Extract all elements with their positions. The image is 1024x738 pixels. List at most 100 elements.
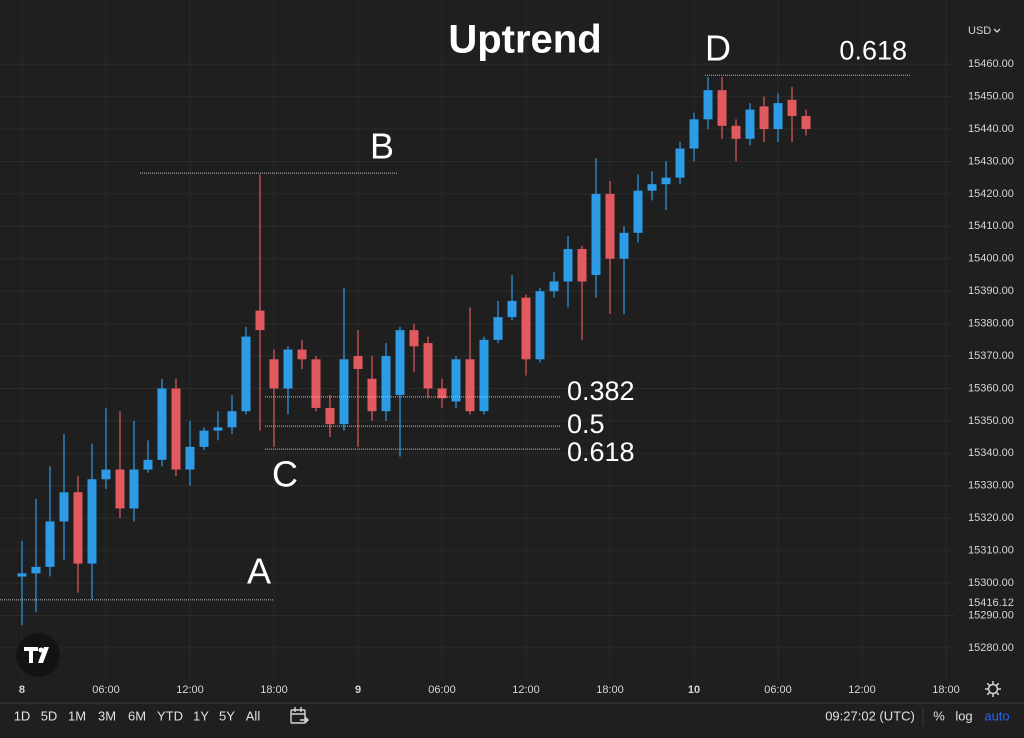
candles (17, 77, 811, 626)
date-range-icon[interactable] (290, 707, 309, 724)
y-tick-label: 15420.00 (968, 188, 1014, 200)
candle-body (703, 90, 713, 120)
range-button[interactable]: 3M (98, 708, 116, 723)
y-tick-label: 15340.00 (968, 447, 1014, 459)
x-tick-label: 12:00 (512, 684, 540, 696)
candle-body (241, 336, 251, 412)
candle-body (549, 281, 559, 292)
candle-body (185, 446, 195, 470)
candle-body (521, 297, 531, 360)
range-button[interactable]: All (246, 708, 261, 723)
x-tick-label: 18:00 (260, 684, 288, 696)
fib-label: 0.618 (567, 437, 635, 467)
candle-body (157, 388, 167, 460)
x-tick-label: 12:00 (176, 684, 204, 696)
candle-body (423, 343, 433, 389)
y-tick-label: 15450.00 (968, 91, 1014, 103)
candle-body (717, 90, 727, 126)
range-button[interactable]: 6M (128, 708, 146, 723)
candle-body (297, 349, 307, 360)
currency-label[interactable]: USD (968, 25, 991, 37)
x-tick-label: 12:00 (848, 684, 876, 696)
candle-body (339, 359, 349, 425)
y-tick-label: 15320.00 (968, 512, 1014, 524)
candle-body (227, 411, 237, 428)
settings-icon[interactable] (985, 681, 1001, 697)
candle-body (689, 119, 699, 149)
range-button[interactable]: YTD (157, 708, 183, 723)
range-button[interactable]: 1Y (193, 708, 209, 723)
point-label: D (705, 28, 731, 69)
candle-body (45, 521, 55, 567)
candle-body (213, 427, 223, 431)
candle-body (59, 492, 69, 522)
range-button[interactable]: 1D (14, 708, 31, 723)
grid (0, 0, 955, 680)
y-tick-label: 15460.00 (968, 58, 1014, 70)
candle-body (661, 177, 671, 185)
point-label: C (272, 454, 298, 495)
auto-toggle[interactable]: auto (984, 708, 1009, 723)
candle-body (465, 359, 475, 412)
candle-body (801, 116, 811, 130)
candle-body (451, 359, 461, 402)
candle-body (535, 291, 545, 360)
candle-body (647, 184, 657, 191)
candle-body (787, 99, 797, 117)
y-tick-label: 15290.00 (968, 609, 1014, 621)
candle-body (395, 330, 405, 395)
candle-body (325, 407, 335, 425)
x-tick-label: 9 (355, 684, 361, 696)
y-tick-label: 15440.00 (968, 123, 1014, 135)
price-marker-bg (963, 595, 1021, 611)
point-label: B (370, 126, 394, 167)
y-tick-label: 15280.00 (968, 642, 1014, 654)
x-tick-label: 06:00 (92, 684, 120, 696)
x-tick-label: 18:00 (932, 684, 960, 696)
y-tick-label: 15350.00 (968, 415, 1014, 427)
candle-body (563, 249, 573, 282)
range-button[interactable]: 5D (41, 708, 58, 723)
y-tick-label: 15400.00 (968, 253, 1014, 265)
candle-body (745, 109, 755, 139)
candle-body (255, 310, 265, 331)
fib-label: 0.618 (839, 35, 907, 65)
candle-body (773, 103, 783, 130)
x-tick-label: 10 (688, 684, 700, 696)
x-tick-label: 06:00 (428, 684, 456, 696)
candle-body (87, 479, 97, 564)
candle-body (675, 148, 685, 178)
candle-body (759, 106, 769, 130)
log-toggle[interactable]: log (955, 708, 972, 723)
percent-toggle[interactable]: % (933, 708, 945, 723)
candle-body (31, 566, 41, 574)
candle-body (367, 378, 377, 412)
logo[interactable] (16, 633, 60, 677)
candle-body (479, 339, 489, 412)
candle-body (619, 232, 629, 259)
candle-body (73, 492, 83, 564)
y-tick-label: 15430.00 (968, 155, 1014, 167)
candle-body (605, 193, 615, 259)
range-button[interactable]: 5Y (219, 708, 235, 723)
candle-body (591, 193, 601, 275)
currency-dropdown[interactable] (993, 28, 1001, 33)
fib-label: 0.382 (567, 376, 635, 406)
candle-body (143, 459, 153, 470)
candle-body (507, 300, 517, 318)
y-tick-label: 15330.00 (968, 480, 1014, 492)
y-tick-label: 15300.00 (968, 577, 1014, 589)
candle-body (381, 356, 391, 412)
fib-label: 0.5 (567, 409, 605, 439)
point-label: A (247, 550, 271, 591)
candle-body (409, 330, 419, 347)
range-button[interactable]: 1M (68, 708, 86, 723)
candle-body (269, 359, 279, 389)
candle-body (171, 388, 181, 470)
x-tick-label: 06:00 (764, 684, 792, 696)
y-tick-label: 15410.00 (968, 220, 1014, 232)
clock[interactable]: 09:27:02 (UTC) (825, 708, 915, 723)
y-tick-label: 15310.00 (968, 545, 1014, 557)
